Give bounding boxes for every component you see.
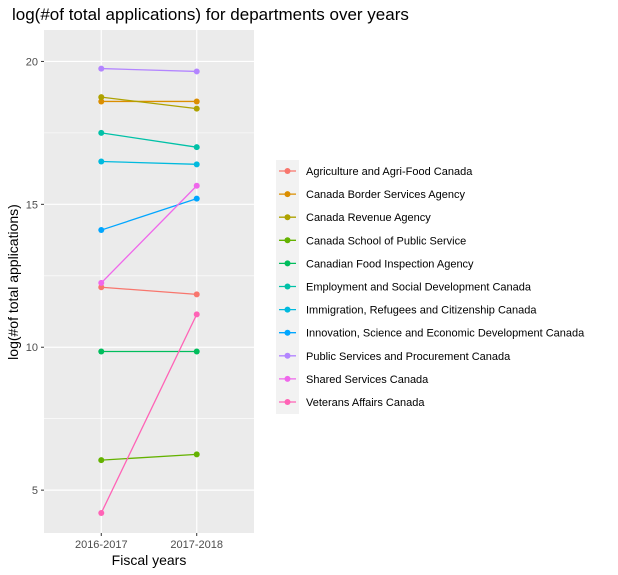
- legend-key-point: [284, 399, 291, 405]
- y-axis-ticks: 5 10 15 20: [26, 56, 44, 497]
- plot-panel: [44, 30, 254, 533]
- series-line: [101, 286, 197, 296]
- data-point: [98, 284, 105, 291]
- data-point: [98, 65, 105, 72]
- data-point: [98, 509, 105, 516]
- data-point: [193, 182, 200, 189]
- legend-key-point: [284, 375, 291, 382]
- x-axis-ticks: 2016-2017 2017-2018: [75, 533, 223, 551]
- data-point: [98, 129, 105, 136]
- legend-label: Public Services and Procurement Canada: [306, 351, 511, 363]
- x-tick-label: 2017-2018: [170, 539, 223, 551]
- legend-label: Canadian Food Inspection Agency: [306, 258, 474, 270]
- series-line: [101, 67, 197, 73]
- series-lines: [100, 67, 198, 514]
- data-point: [98, 158, 105, 165]
- series-points: [98, 65, 200, 516]
- data-point: [193, 161, 200, 168]
- data-point: [98, 279, 105, 286]
- data-point: [98, 457, 105, 464]
- data-point: [98, 94, 105, 101]
- legend-label: Veterans Affairs Canada: [306, 397, 425, 409]
- y-tick-label: 10: [26, 342, 38, 354]
- series-line: [101, 160, 197, 165]
- data-point: [193, 144, 200, 151]
- legend-key-point: [284, 352, 291, 359]
- series-line: [101, 96, 197, 110]
- data-point: [98, 348, 105, 355]
- data-point: [193, 451, 200, 458]
- legend-label: Shared Services Canada: [306, 374, 429, 386]
- data-point: [193, 311, 200, 318]
- legend-label: Canada School of Public Service: [306, 235, 466, 247]
- legend-key-point: [284, 191, 291, 198]
- legend-key-point: [284, 168, 291, 174]
- y-axis-title: log(#of total applications): [5, 204, 21, 360]
- legend-key-point: [284, 260, 291, 267]
- data-point: [193, 291, 200, 298]
- data-point: [193, 98, 200, 105]
- data-point: [98, 98, 105, 105]
- data-point: [193, 348, 200, 355]
- legend-label: Agriculture and Agri-Food Canada: [306, 166, 473, 178]
- legend-key-point: [284, 237, 291, 244]
- x-tick-label: 2016-2017: [75, 539, 128, 551]
- series-line: [100, 185, 198, 284]
- y-tick-label: 15: [26, 199, 38, 211]
- data-point: [193, 68, 200, 75]
- data-point: [98, 227, 105, 234]
- series-line: [101, 198, 197, 231]
- series-line: [100, 314, 198, 514]
- legend-label: Employment and Social Development Canada: [306, 282, 532, 294]
- chart-title: log(#of total applications) for departme…: [12, 5, 409, 24]
- series-line: [101, 132, 197, 148]
- series-line: [101, 453, 197, 461]
- legend-key-point: [284, 214, 291, 221]
- data-point: [193, 195, 200, 202]
- grid-lines: [44, 30, 254, 533]
- legend: Agriculture and Agri-Food Canada Canada B…: [279, 166, 585, 409]
- y-tick-label: 20: [26, 56, 38, 68]
- legend-key-point: [284, 329, 291, 336]
- x-axis-title: Fiscal years: [112, 552, 187, 568]
- legend-label: Canada Border Services Agency: [306, 189, 465, 201]
- legend-label: Innovation, Science and Economic Develop…: [306, 328, 585, 340]
- legend-key-point: [284, 283, 291, 290]
- legend-label: Immigration, Refugees and Citizenship Ca…: [306, 305, 537, 317]
- data-point: [193, 105, 200, 112]
- y-tick-label: 5: [32, 485, 38, 497]
- legend-label: Canada Revenue Agency: [306, 212, 431, 224]
- legend-key-point: [284, 306, 291, 313]
